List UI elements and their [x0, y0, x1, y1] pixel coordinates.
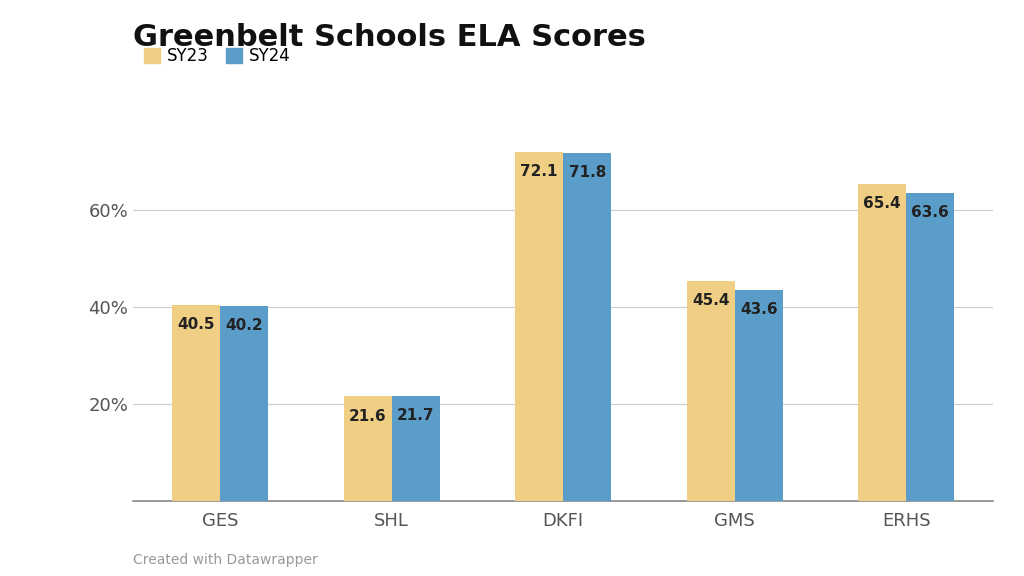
Text: Greenbelt Schools ELA Scores: Greenbelt Schools ELA Scores [133, 23, 646, 52]
Bar [220, 306, 268, 501]
Text: 43.6: 43.6 [740, 302, 777, 317]
Text: 21.6: 21.6 [349, 408, 386, 423]
Text: 40.2: 40.2 [225, 319, 263, 334]
Text: 45.4: 45.4 [692, 293, 729, 308]
Bar [687, 281, 734, 501]
Bar [344, 396, 392, 501]
Text: Created with Datawrapper: Created with Datawrapper [133, 554, 317, 567]
Bar [734, 290, 782, 501]
Bar [858, 184, 906, 501]
Text: 63.6: 63.6 [911, 205, 949, 220]
Legend: SY23, SY24: SY23, SY24 [137, 40, 297, 72]
Bar [563, 153, 611, 501]
Text: 21.7: 21.7 [397, 408, 434, 423]
Bar [172, 305, 220, 501]
Text: 72.1: 72.1 [520, 164, 558, 179]
Text: 71.8: 71.8 [568, 165, 606, 180]
Bar [515, 151, 563, 501]
Text: 40.5: 40.5 [177, 317, 215, 332]
Bar [392, 396, 439, 501]
Bar [906, 193, 954, 501]
Text: 65.4: 65.4 [863, 196, 901, 211]
